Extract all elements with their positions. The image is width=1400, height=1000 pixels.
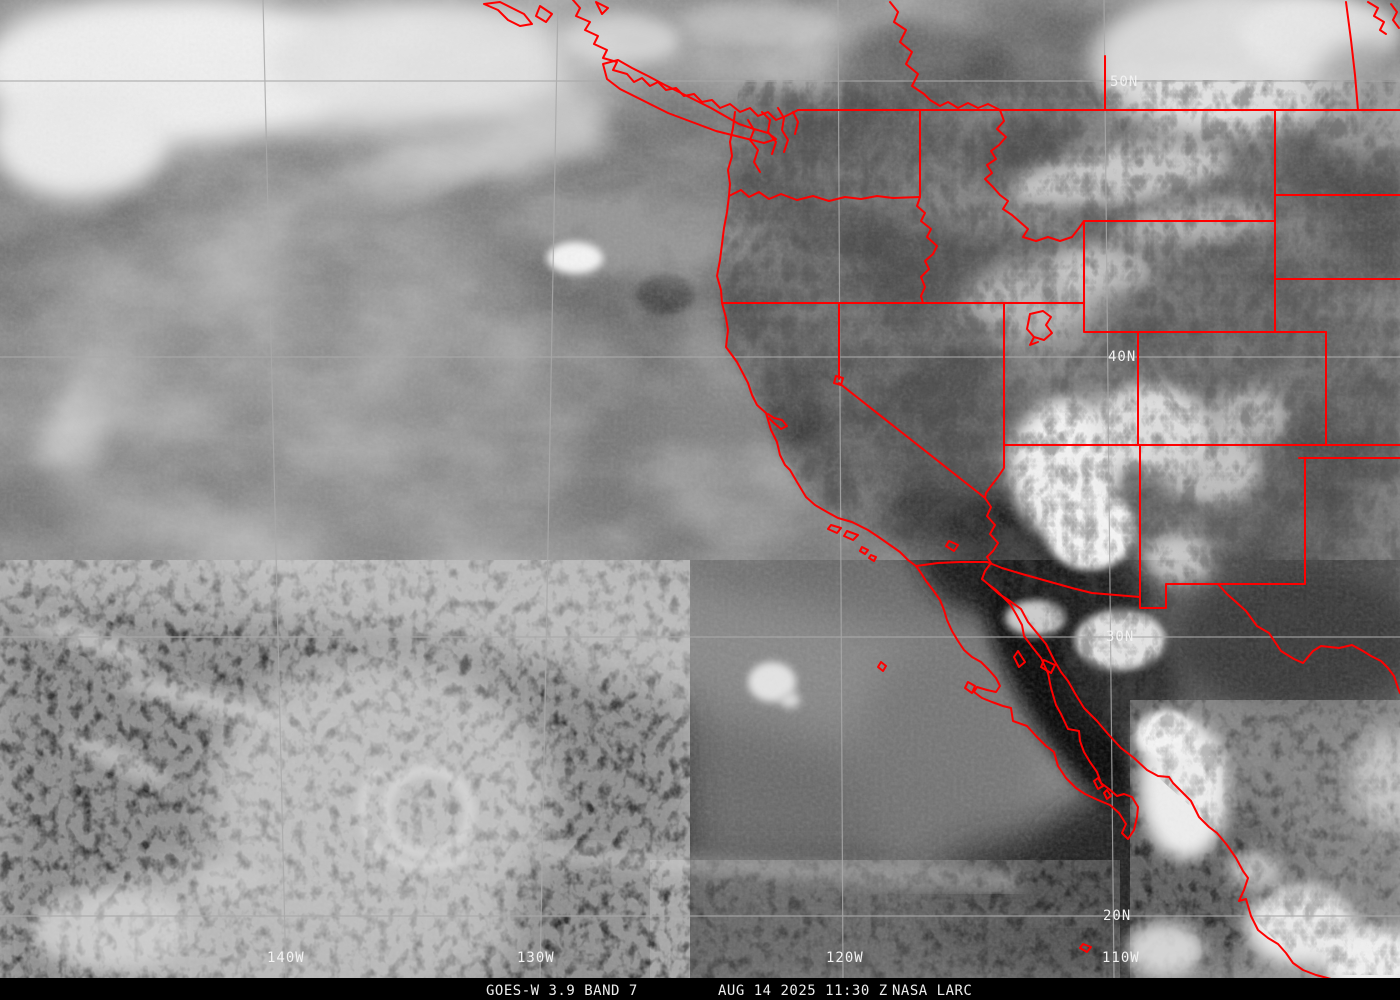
california-coastline bbox=[721, 302, 917, 567]
puget-sound bbox=[747, 107, 799, 173]
caption-product: GOES-W 3.9 BAND 7 bbox=[486, 983, 638, 999]
gulf-islands bbox=[877, 650, 1112, 953]
lon-label-120w: 120W bbox=[826, 950, 864, 966]
latlon-grid bbox=[0, 0, 1400, 979]
lon-label-140w: 140W bbox=[267, 950, 305, 966]
oregon-coast bbox=[716, 195, 730, 304]
lat-label-30n: 30N bbox=[1106, 629, 1134, 645]
geo-borders-overlay bbox=[483, 0, 1400, 980]
grid-labels: 50N 40N 30N 20N 140W 130W 120W 110W bbox=[267, 74, 1140, 966]
caption-bar-background bbox=[0, 978, 1400, 1000]
rio-grande bbox=[1217, 583, 1400, 694]
caption-datetime: AUG 14 2025 11:30 Z bbox=[718, 983, 888, 999]
idaho-borders bbox=[721, 109, 1085, 304]
great-salt-lake bbox=[1026, 310, 1053, 346]
lat-label-20n: 20N bbox=[1103, 908, 1131, 924]
colorado-kansas-borders bbox=[1003, 331, 1400, 584]
vancouver-island bbox=[602, 59, 777, 144]
gridline-lon-130w bbox=[539, 0, 559, 979]
lon-label-110w: 110W bbox=[1102, 950, 1140, 966]
caption-bar: GOES-W 3.9 BAND 7 AUG 14 2025 11:30 Z NA… bbox=[0, 978, 1400, 1000]
lat-label-40n: 40N bbox=[1108, 349, 1136, 365]
columbia-river-border bbox=[728, 189, 921, 202]
san-francisco-bay bbox=[767, 413, 788, 430]
channel-islands bbox=[827, 524, 959, 562]
gridline-lon-120w bbox=[837, 0, 844, 979]
canada-border bbox=[797, 1, 1400, 111]
mexico-mainland-coast bbox=[988, 584, 1332, 980]
cumulus-speckle-texture bbox=[0, 560, 690, 978]
wyoming-montana-borders bbox=[1083, 109, 1400, 333]
bc-coastline bbox=[483, 0, 799, 121]
baja-california-outline bbox=[915, 565, 1139, 840]
lon-label-130w: 130W bbox=[517, 950, 555, 966]
washington-coast bbox=[727, 111, 736, 197]
utah-nevada-borders bbox=[838, 302, 1005, 580]
gridline-lon-140w bbox=[262, 0, 287, 979]
gridline-lon-110w bbox=[1103, 0, 1115, 979]
lake-tahoe bbox=[833, 375, 844, 386]
lat-label-50n: 50N bbox=[1110, 74, 1138, 90]
us-mexico-border bbox=[915, 444, 1306, 609]
caption-credit: NASA LARC bbox=[892, 983, 972, 999]
